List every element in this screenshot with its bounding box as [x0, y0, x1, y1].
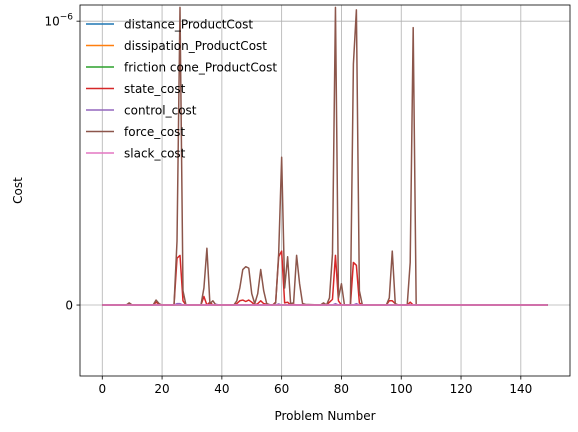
- x-tick-label: 120: [450, 382, 473, 396]
- legend-label: dissipation_ProductCost: [124, 39, 267, 53]
- legend-label: distance_ProductCost: [124, 18, 253, 32]
- x-axis-label: Problem Number: [274, 409, 375, 423]
- x-tick-label: 0: [98, 382, 106, 396]
- x-tick-label: 40: [214, 382, 229, 396]
- y-tick-label: 0: [65, 299, 73, 313]
- legend-label: force_cost: [124, 125, 185, 139]
- legend-label: slack_cost: [124, 147, 186, 161]
- series-lines: [102, 6, 548, 306]
- x-tick-label: 140: [509, 382, 532, 396]
- legend-label: control_cost: [124, 104, 197, 118]
- x-tick-label: 80: [334, 382, 349, 396]
- series-line: [102, 6, 548, 306]
- legend-label: friction cone_ProductCost: [124, 61, 277, 75]
- legend-label: state_cost: [124, 82, 186, 96]
- plot-frame: [79, 4, 571, 377]
- x-tick-label: 20: [154, 382, 169, 396]
- x-tick-label: 100: [390, 382, 413, 396]
- x-tick-label: 60: [274, 382, 289, 396]
- y-axis-label: Cost: [11, 177, 25, 204]
- legend: distance_ProductCost dissipation_ProductC…: [86, 18, 277, 161]
